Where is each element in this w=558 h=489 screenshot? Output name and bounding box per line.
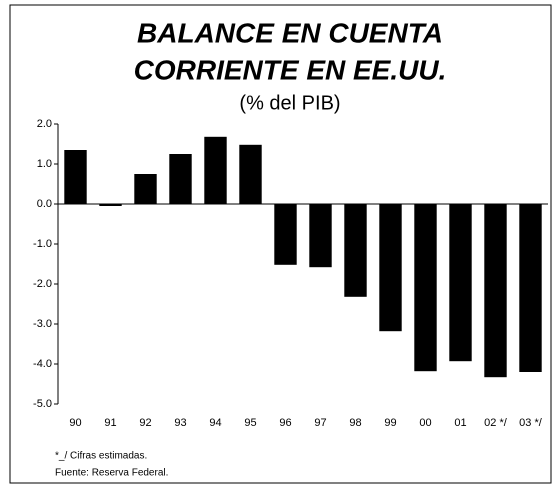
y-tick-label: -4.0 (33, 358, 52, 370)
x-tick-label: 95 (244, 417, 256, 429)
x-tick-label: 94 (209, 417, 221, 429)
y-tick-label: 1.0 (37, 158, 52, 170)
y-tick-label: -2.0 (33, 278, 52, 290)
y-tick-label: -3.0 (33, 318, 52, 330)
bar (99, 204, 122, 206)
x-tick-label: 98 (349, 417, 361, 429)
chart-subtitle: (% del PIB) (239, 92, 340, 114)
x-tick-label: 99 (384, 417, 396, 429)
bar (344, 204, 367, 297)
bar (239, 144, 262, 204)
x-tick-label: 03 */ (519, 417, 543, 429)
frame (9, 4, 552, 484)
bar (519, 204, 542, 372)
footnote: Fuente: Reserva Federal. (55, 468, 168, 479)
bar (169, 154, 192, 204)
y-tick-label: -1.0 (33, 238, 52, 250)
x-tick-label: 93 (174, 417, 186, 429)
bar (274, 204, 297, 265)
x-tick-label: 96 (279, 417, 291, 429)
bar (64, 150, 87, 204)
footnote: *_/ Cifras estimadas. (55, 451, 147, 462)
x-tick-label: 01 (454, 417, 466, 429)
y-tick-label: 2.0 (37, 118, 52, 130)
bar (414, 204, 437, 372)
bar (134, 174, 157, 204)
bar (379, 204, 402, 332)
x-tick-label: 97 (314, 417, 326, 429)
bar (449, 204, 472, 362)
chart-title: CORRIENTE EN EE.UU. (134, 54, 447, 85)
x-tick-label: 90 (69, 417, 81, 429)
bar (204, 136, 227, 204)
y-tick-label: -5.0 (33, 398, 52, 410)
bar (309, 204, 332, 268)
chart-title: BALANCE EN CUENTA (137, 17, 443, 48)
x-tick-label: 91 (104, 417, 116, 429)
x-tick-label: 92 (139, 417, 151, 429)
y-tick-label: 0.0 (37, 198, 52, 210)
bar (484, 204, 507, 378)
x-tick-label: 02 */ (484, 417, 508, 429)
x-tick-label: 00 (419, 417, 431, 429)
